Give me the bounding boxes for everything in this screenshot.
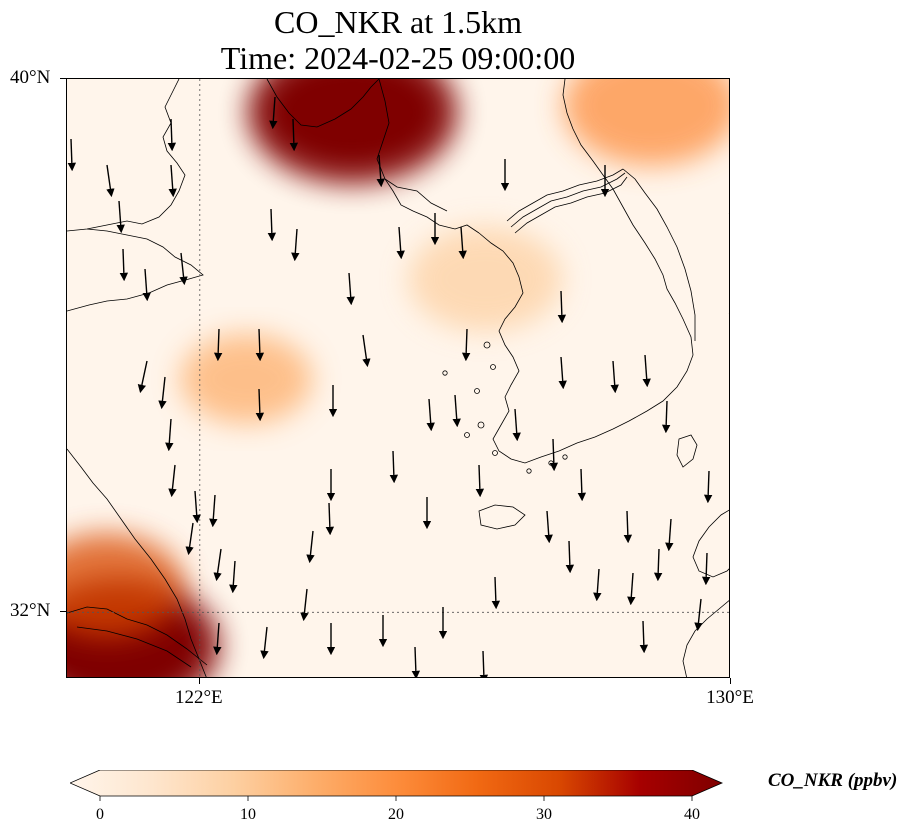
colorbar-tick-label-10: 10 (240, 806, 256, 823)
wind-arrow (213, 548, 222, 582)
wind-arrow (623, 510, 633, 544)
wind-arrow (167, 118, 177, 152)
wind-arrow (703, 470, 713, 504)
map-gridlines (67, 79, 729, 677)
wind-arrow (411, 646, 421, 677)
colorbar-gradient (70, 770, 724, 797)
wind-arrow (661, 400, 671, 434)
lat-tick-label-40: 40°N (10, 67, 51, 88)
lon-tick-mark-122 (198, 678, 200, 684)
wind-arrow (213, 622, 222, 656)
lat-tick-label-32: 32°N (10, 600, 51, 622)
wind-arrow (665, 518, 674, 552)
hotspot-core-0 (281, 79, 424, 153)
wind-arrow (291, 228, 300, 262)
wind-arrow (306, 530, 315, 564)
map-title-line1: CO_NKR at 1.5km (274, 4, 522, 40)
wind-arrow (565, 540, 575, 574)
wind-arrow (229, 560, 238, 594)
wind-arrow (627, 572, 636, 606)
wind-arrow (106, 164, 115, 198)
wind-arrow (179, 252, 188, 286)
wind-arrow (362, 334, 371, 368)
wind-arrow (158, 376, 167, 410)
wind-arrow (426, 398, 435, 432)
colorbar-tick-label-0: 0 (96, 806, 104, 823)
wind-arrow (116, 200, 125, 234)
map-canvas (67, 79, 729, 677)
wind-arrow (67, 138, 77, 172)
wind-arrow (639, 620, 649, 654)
colorbar-tick-label-30: 30 (536, 806, 552, 823)
hotspot-4 (180, 334, 313, 424)
wind-arrow (610, 360, 619, 394)
colorbar-title: CO_NKR (ppbv) (768, 770, 898, 791)
hotspot-3 (563, 79, 729, 166)
lat-tick-mark-32 (60, 611, 66, 613)
wind-arrow (185, 522, 194, 556)
hotspot-5 (408, 226, 563, 332)
colorbar (70, 770, 724, 801)
wind-arrow (142, 268, 151, 302)
wind-arrow (267, 208, 277, 242)
wind-arrow (255, 388, 265, 422)
colorbar-tick-label-40: 40 (684, 806, 700, 823)
hotspot-2 (67, 533, 184, 639)
wind-arrow (255, 328, 265, 362)
wind-arrow (325, 502, 335, 536)
wind-vectors (67, 96, 729, 677)
wind-arrow (260, 626, 269, 660)
lon-tick-mark-130 (730, 678, 731, 684)
map-panel (66, 78, 730, 678)
wind-arrow (452, 394, 461, 428)
wind-arrow (165, 418, 174, 452)
wind-arrow (694, 598, 703, 632)
wind-arrow (642, 354, 651, 388)
wind-arrow (558, 356, 567, 390)
colorbar-tick-label-20: 20 (388, 806, 404, 823)
wind-arrow (557, 290, 567, 324)
map-title-line2: Time: 2024-02-25 09:00:00 (220, 40, 576, 76)
lon-tick-label-130: 130°E (706, 687, 754, 708)
wind-arrow (544, 510, 553, 544)
wind-arrow (577, 468, 587, 502)
wind-arrow (289, 118, 299, 152)
wind-arrow (168, 164, 177, 198)
wind-arrow (491, 576, 501, 610)
wind-arrow (269, 96, 278, 130)
wind-arrow (346, 272, 355, 306)
wind-arrow (479, 650, 489, 677)
wind-arrow (593, 568, 602, 602)
wind-arrow (701, 552, 711, 586)
wind-arrow (192, 490, 201, 524)
wind-arrow (376, 154, 385, 188)
wind-arrow (119, 248, 129, 282)
concentration-field (67, 79, 729, 677)
coastlines (67, 79, 729, 677)
wind-arrow (461, 328, 471, 362)
wind-arrow (475, 464, 485, 498)
wind-arrow (213, 328, 223, 362)
wind-arrow (300, 588, 309, 622)
colorbar-tick-marks (99, 796, 693, 801)
wind-arrow (396, 226, 405, 260)
wind-arrow (512, 408, 521, 442)
lat-tick-mark-40 (60, 78, 66, 79)
wind-arrow (209, 494, 218, 528)
wind-arrow (458, 226, 467, 260)
wind-arrow (389, 450, 399, 484)
lon-tick-label-122: 122°E (174, 687, 223, 708)
wind-arrow (549, 438, 559, 472)
wind-arrow (168, 464, 177, 498)
wind-arrow (137, 360, 148, 394)
wind-arrow (653, 548, 663, 582)
